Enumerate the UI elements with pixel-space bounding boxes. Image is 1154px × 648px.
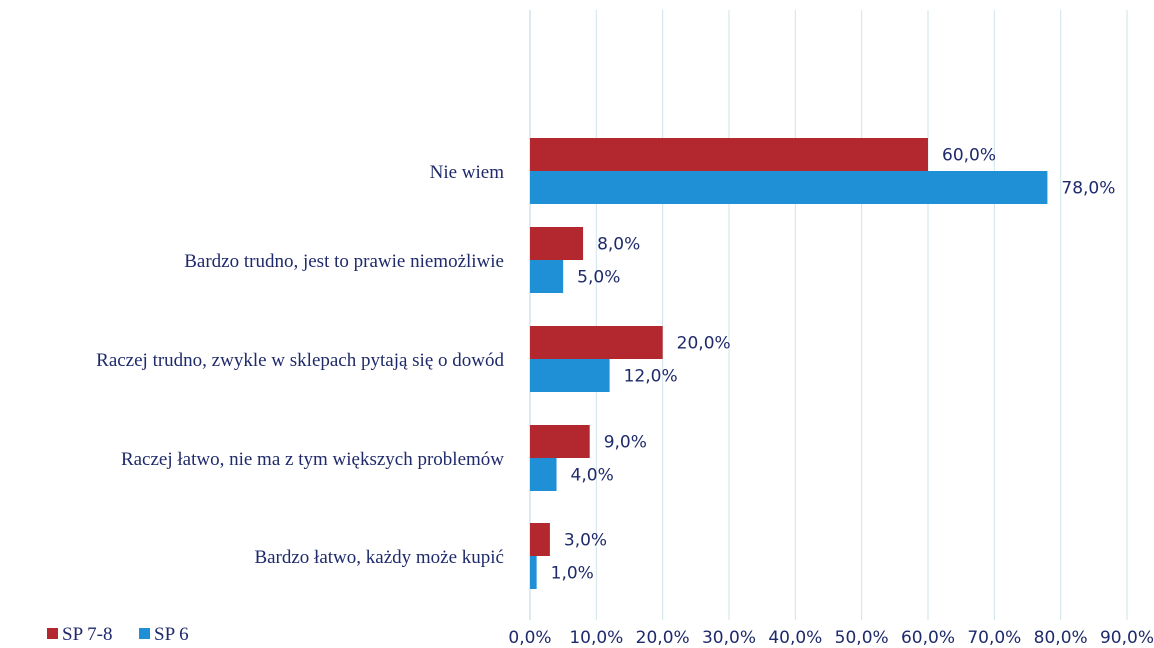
- category-label: Bardzo trudno, jest to prawie niemożliwi…: [184, 251, 504, 272]
- legend-label: SP 6: [154, 624, 189, 645]
- data-label: 60,0%: [942, 146, 996, 166]
- bar-sp-6: [530, 171, 1048, 204]
- category-label: Raczej łatwo, nie ma z tym większych pro…: [121, 449, 504, 470]
- data-label: 1,0%: [551, 564, 594, 584]
- x-tick-label: 30,0%: [702, 628, 756, 648]
- bar-sp-7-8: [530, 523, 550, 556]
- legend-label: SP 7-8: [62, 624, 113, 645]
- x-tick-label: 40,0%: [768, 628, 822, 648]
- x-tick-label: 70,0%: [967, 628, 1021, 648]
- category-label: Raczej trudno, zwykle w sklepach pytają …: [96, 350, 504, 371]
- bar-sp-6: [530, 458, 557, 491]
- bar-sp-7-8: [530, 227, 584, 260]
- data-label: 9,0%: [604, 433, 647, 453]
- bar-sp-7-8: [530, 138, 928, 171]
- label-layer: Nie wiem Bardzo trudno, jest to prawie ni…: [96, 146, 1115, 584]
- legend-swatch: [139, 628, 150, 639]
- data-label: 3,0%: [564, 531, 607, 551]
- data-label: 12,0%: [624, 367, 678, 387]
- x-tick-label: 20,0%: [636, 628, 690, 648]
- x-tick-label: 60,0%: [901, 628, 955, 648]
- data-label: 5,0%: [577, 268, 620, 288]
- bar-sp-7-8: [530, 326, 663, 359]
- data-label: 8,0%: [597, 235, 640, 255]
- category-label: Bardzo łatwo, każdy może kupić: [254, 547, 504, 568]
- bar-sp-6: [530, 556, 537, 589]
- bar-layer: [530, 138, 1048, 589]
- bar-sp-6: [530, 260, 564, 293]
- category-label: Nie wiem: [430, 162, 505, 183]
- x-axis-ticks: 0,0% 10,0% 20,0% 30,0% 40,0% 50,0% 60,0% 70,0% 8…: [508, 628, 1154, 648]
- bar-sp-6: [530, 359, 610, 392]
- data-label: 78,0%: [1061, 179, 1115, 199]
- x-tick-label: 10,0%: [569, 628, 623, 648]
- x-tick-label: 90,0%: [1100, 628, 1154, 648]
- x-tick-label: 50,0%: [835, 628, 889, 648]
- legend-swatch: [47, 628, 58, 639]
- x-tick-label: 80,0%: [1034, 628, 1088, 648]
- legend: SP 7-8 SP 6: [47, 624, 189, 645]
- bar-sp-7-8: [530, 425, 590, 458]
- grid-layer: [529, 10, 1128, 620]
- data-label: 20,0%: [677, 334, 731, 354]
- x-tick-label: 0,0%: [508, 628, 551, 648]
- data-label: 4,0%: [571, 466, 614, 486]
